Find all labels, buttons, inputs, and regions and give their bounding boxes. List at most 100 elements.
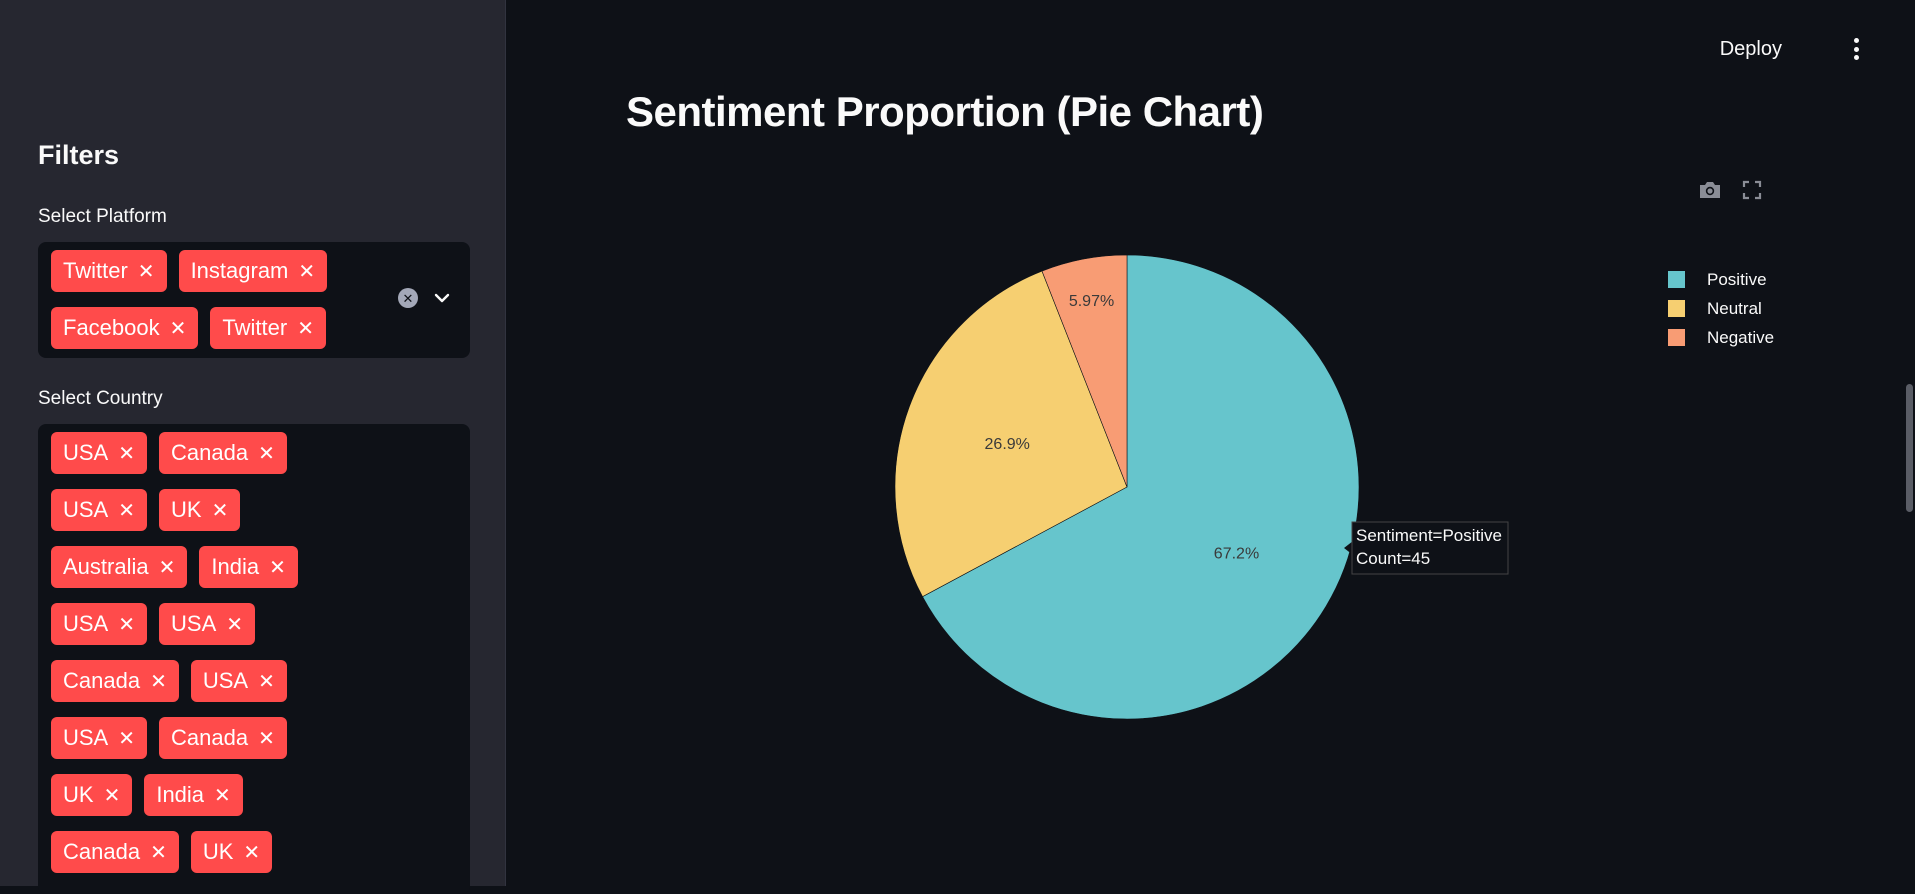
remove-chip-icon[interactable]: ✕ — [169, 317, 187, 340]
chip-label: USA — [63, 611, 109, 636]
selected-chip[interactable]: USA ✕ — [51, 489, 148, 531]
selected-chip[interactable]: Canada ✕ — [159, 717, 287, 759]
selected-chip[interactable]: Twitter ✕ — [51, 250, 167, 292]
pie-slice-positive[interactable] — [922, 254, 1360, 720]
remove-chip-icon[interactable]: ✕ — [118, 727, 136, 750]
chip-label: Facebook — [63, 315, 160, 340]
remove-chip-icon[interactable]: ✕ — [103, 784, 121, 807]
chip-label: USA — [63, 725, 109, 750]
remove-chip-icon[interactable]: ✕ — [298, 260, 316, 283]
chip-label: Canada — [63, 839, 141, 864]
legend-item-neutral[interactable]: Neutral — [1668, 294, 1774, 323]
selected-chip[interactable]: UK ✕ — [190, 831, 273, 873]
platform-chips: Twitter ✕ Instagram ✕ Facebook ✕ Twitter ✕ — [51, 250, 470, 349]
remove-chip-icon[interactable]: ✕ — [243, 841, 261, 864]
clear-all-icon[interactable]: ✕ — [398, 288, 418, 308]
selected-chip[interactable]: Canada ✕ — [159, 432, 287, 474]
platform-multiselect[interactable]: Twitter ✕ Instagram ✕ Facebook ✕ Twitter ✕ ✕ — [38, 242, 470, 358]
chip-label: Canada — [171, 725, 249, 750]
selected-chip[interactable]: India ✕ — [144, 774, 243, 816]
remove-chip-icon[interactable]: ✕ — [226, 613, 244, 636]
chip-label: USA — [171, 611, 217, 636]
legend-swatch — [1668, 300, 1685, 317]
pie-slice-neutral[interactable] — [894, 270, 1128, 598]
chip-row: USA ✕ USA ✕ — [51, 603, 470, 645]
legend-label: Positive — [1707, 269, 1767, 289]
chip-row: Twitter ✕ Instagram ✕ — [51, 250, 470, 292]
country-multiselect[interactable]: USA ✕ Canada ✕ USA ✕ UK ✕ Australia ✕ India ✕ USA ✕ US… — [38, 424, 470, 894]
remove-chip-icon[interactable]: ✕ — [118, 613, 136, 636]
selected-chip[interactable]: Twitter ✕ — [210, 307, 326, 349]
chart-legend: Positive Neutral Negative — [1668, 265, 1774, 352]
remove-chip-icon[interactable]: ✕ — [158, 556, 176, 579]
country-label: Select Country — [38, 388, 163, 409]
remove-chip-icon[interactable]: ✕ — [258, 670, 275, 693]
chip-label: UK — [171, 497, 202, 522]
chip-label: India — [156, 782, 205, 807]
selected-chip[interactable]: USA ✕ — [159, 603, 256, 645]
chip-label: USA — [202, 668, 249, 693]
chevron-down-icon[interactable] — [434, 293, 450, 303]
chip-label: UK — [63, 782, 94, 807]
legend-label: Neutral — [1707, 298, 1762, 318]
selected-chip[interactable]: USA ✕ — [190, 660, 287, 702]
selected-chip[interactable]: UK ✕ — [51, 774, 133, 816]
selected-chip[interactable]: Facebook ✕ — [51, 307, 199, 349]
deploy-button[interactable]: Deploy — [1719, 38, 1782, 60]
page-title: Sentiment Proportion (Pie Chart) — [626, 88, 1264, 135]
remove-chip-icon[interactable]: ✕ — [150, 670, 167, 693]
platform-controls: ✕ — [398, 288, 450, 308]
slice-percent-label: 67.2% — [1214, 546, 1259, 563]
chip-label: Canada — [63, 668, 141, 693]
country-chips: USA ✕ Canada ✕ USA ✕ UK ✕ Australia ✕ India ✕ USA ✕ US… — [51, 432, 470, 873]
remove-chip-icon[interactable]: ✕ — [137, 260, 155, 283]
selected-chip[interactable]: Canada ✕ — [51, 831, 179, 873]
chip-label: Canada — [171, 440, 249, 465]
legend-item-positive[interactable]: Positive — [1668, 265, 1774, 294]
selected-chip[interactable]: India ✕ — [199, 546, 298, 588]
selected-chip[interactable]: UK ✕ — [159, 489, 241, 531]
legend-item-negative[interactable]: Negative — [1668, 323, 1774, 352]
remove-chip-icon[interactable]: ✕ — [269, 556, 286, 579]
selected-chip[interactable]: USA ✕ — [51, 717, 148, 759]
chip-row: Canada ✕ USA ✕ — [51, 660, 470, 702]
selected-chip[interactable]: Canada ✕ — [51, 660, 179, 702]
selected-chip[interactable]: USA ✕ — [51, 432, 148, 474]
remove-chip-icon[interactable]: ✕ — [118, 442, 136, 465]
chip-label: Instagram — [190, 258, 289, 283]
camera-icon[interactable] — [1698, 180, 1722, 200]
remove-chip-icon[interactable]: ✕ — [258, 727, 275, 750]
remove-chip-icon[interactable]: ✕ — [258, 442, 275, 465]
legend-swatch — [1668, 329, 1685, 346]
chip-row: Australia ✕ India ✕ — [51, 546, 470, 588]
chart-modebar — [1698, 180, 1762, 200]
remove-chip-icon[interactable]: ✕ — [118, 499, 136, 522]
chip-label: USA — [63, 497, 109, 522]
filters-heading: Filters — [38, 140, 120, 170]
chip-row: Facebook ✕ Twitter ✕ — [51, 307, 470, 349]
legend-label: Negative — [1707, 327, 1775, 347]
chip-row: USA ✕ Canada ✕ — [51, 717, 470, 759]
chip-row: USA ✕ UK ✕ — [51, 489, 470, 531]
selected-chip[interactable]: Australia ✕ — [51, 546, 188, 588]
chip-row: Canada ✕ UK ✕ — [51, 831, 470, 873]
remove-chip-icon[interactable]: ✕ — [214, 784, 231, 807]
chip-row: UK ✕ India ✕ — [51, 774, 470, 816]
chip-label: Australia — [63, 554, 149, 579]
chip-label: India — [211, 554, 260, 579]
fullscreen-icon[interactable] — [1742, 180, 1762, 200]
pie-slice-negative[interactable] — [1041, 254, 1128, 488]
chip-label: USA — [63, 440, 109, 465]
selected-chip[interactable]: USA ✕ — [51, 603, 148, 645]
more-options-icon[interactable] — [1853, 38, 1859, 60]
slice-percent-label: 5.97% — [1069, 293, 1114, 310]
selected-chip[interactable]: Instagram ✕ — [178, 250, 328, 292]
remove-chip-icon[interactable]: ✕ — [297, 317, 314, 340]
remove-chip-icon[interactable]: ✕ — [211, 499, 229, 522]
remove-chip-icon[interactable]: ✕ — [150, 841, 167, 864]
scrollbar-thumb[interactable] — [1906, 384, 1913, 512]
chip-label: Twitter — [63, 258, 128, 283]
chip-label: Twitter — [222, 315, 288, 340]
slice-percent-label: 26.9% — [985, 436, 1030, 453]
